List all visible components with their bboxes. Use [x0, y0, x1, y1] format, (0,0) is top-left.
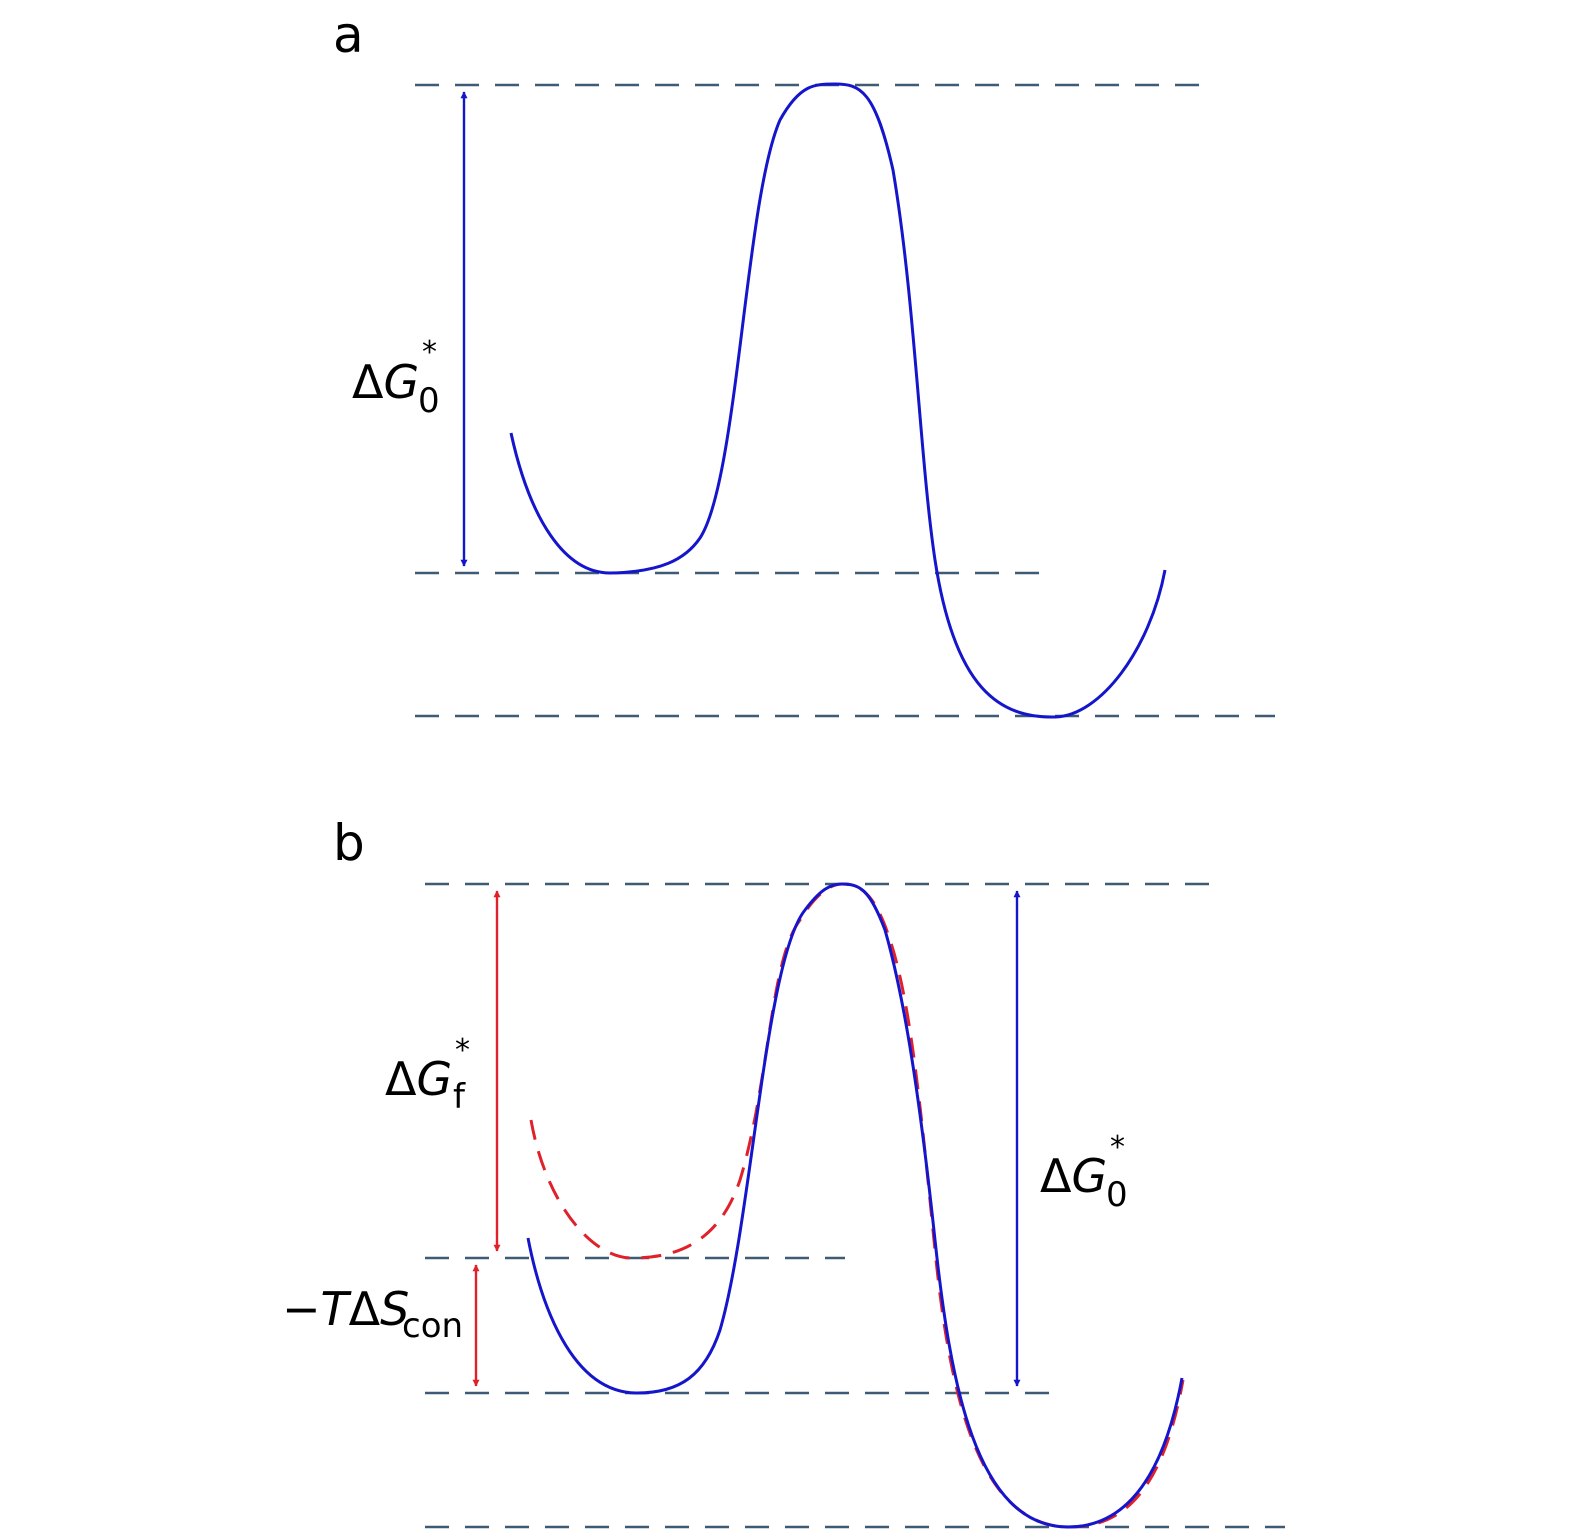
svg-text:*: * — [1110, 1130, 1125, 1165]
svg-text:−TΔS: −TΔS — [282, 1282, 409, 1336]
panel-a-energy-curve — [509, 82, 1167, 719]
panel-b-original-barrier-label: ΔG * 0 — [1040, 1130, 1128, 1215]
svg-text:con: con — [402, 1306, 463, 1346]
panel-b-folded-barrier-label: ΔG * f — [385, 1033, 470, 1117]
svg-text:*: * — [422, 335, 437, 370]
panel-b-energy-curve — [526, 882, 1184, 1529]
svg-text:*: * — [455, 1033, 470, 1068]
panel-a-barrier-label: ΔG * 0 — [352, 335, 440, 421]
svg-text:ΔG: ΔG — [385, 1052, 452, 1106]
svg-text:0: 0 — [418, 381, 440, 421]
svg-text:ΔG: ΔG — [352, 355, 419, 409]
panel-b-label: b — [333, 814, 365, 872]
panel-b: b ΔG * f −TΔS con ΔG * 0 — [282, 814, 1285, 1529]
panel-b-entropy-label: −TΔS con — [282, 1282, 463, 1346]
panel-a: a ΔG * 0 — [333, 6, 1275, 719]
panel-a-label: a — [333, 6, 364, 64]
svg-text:0: 0 — [1106, 1175, 1128, 1215]
svg-text:f: f — [453, 1077, 466, 1117]
panel-b-modified-energy-curve — [529, 882, 1185, 1529]
svg-text:ΔG: ΔG — [1040, 1149, 1107, 1203]
